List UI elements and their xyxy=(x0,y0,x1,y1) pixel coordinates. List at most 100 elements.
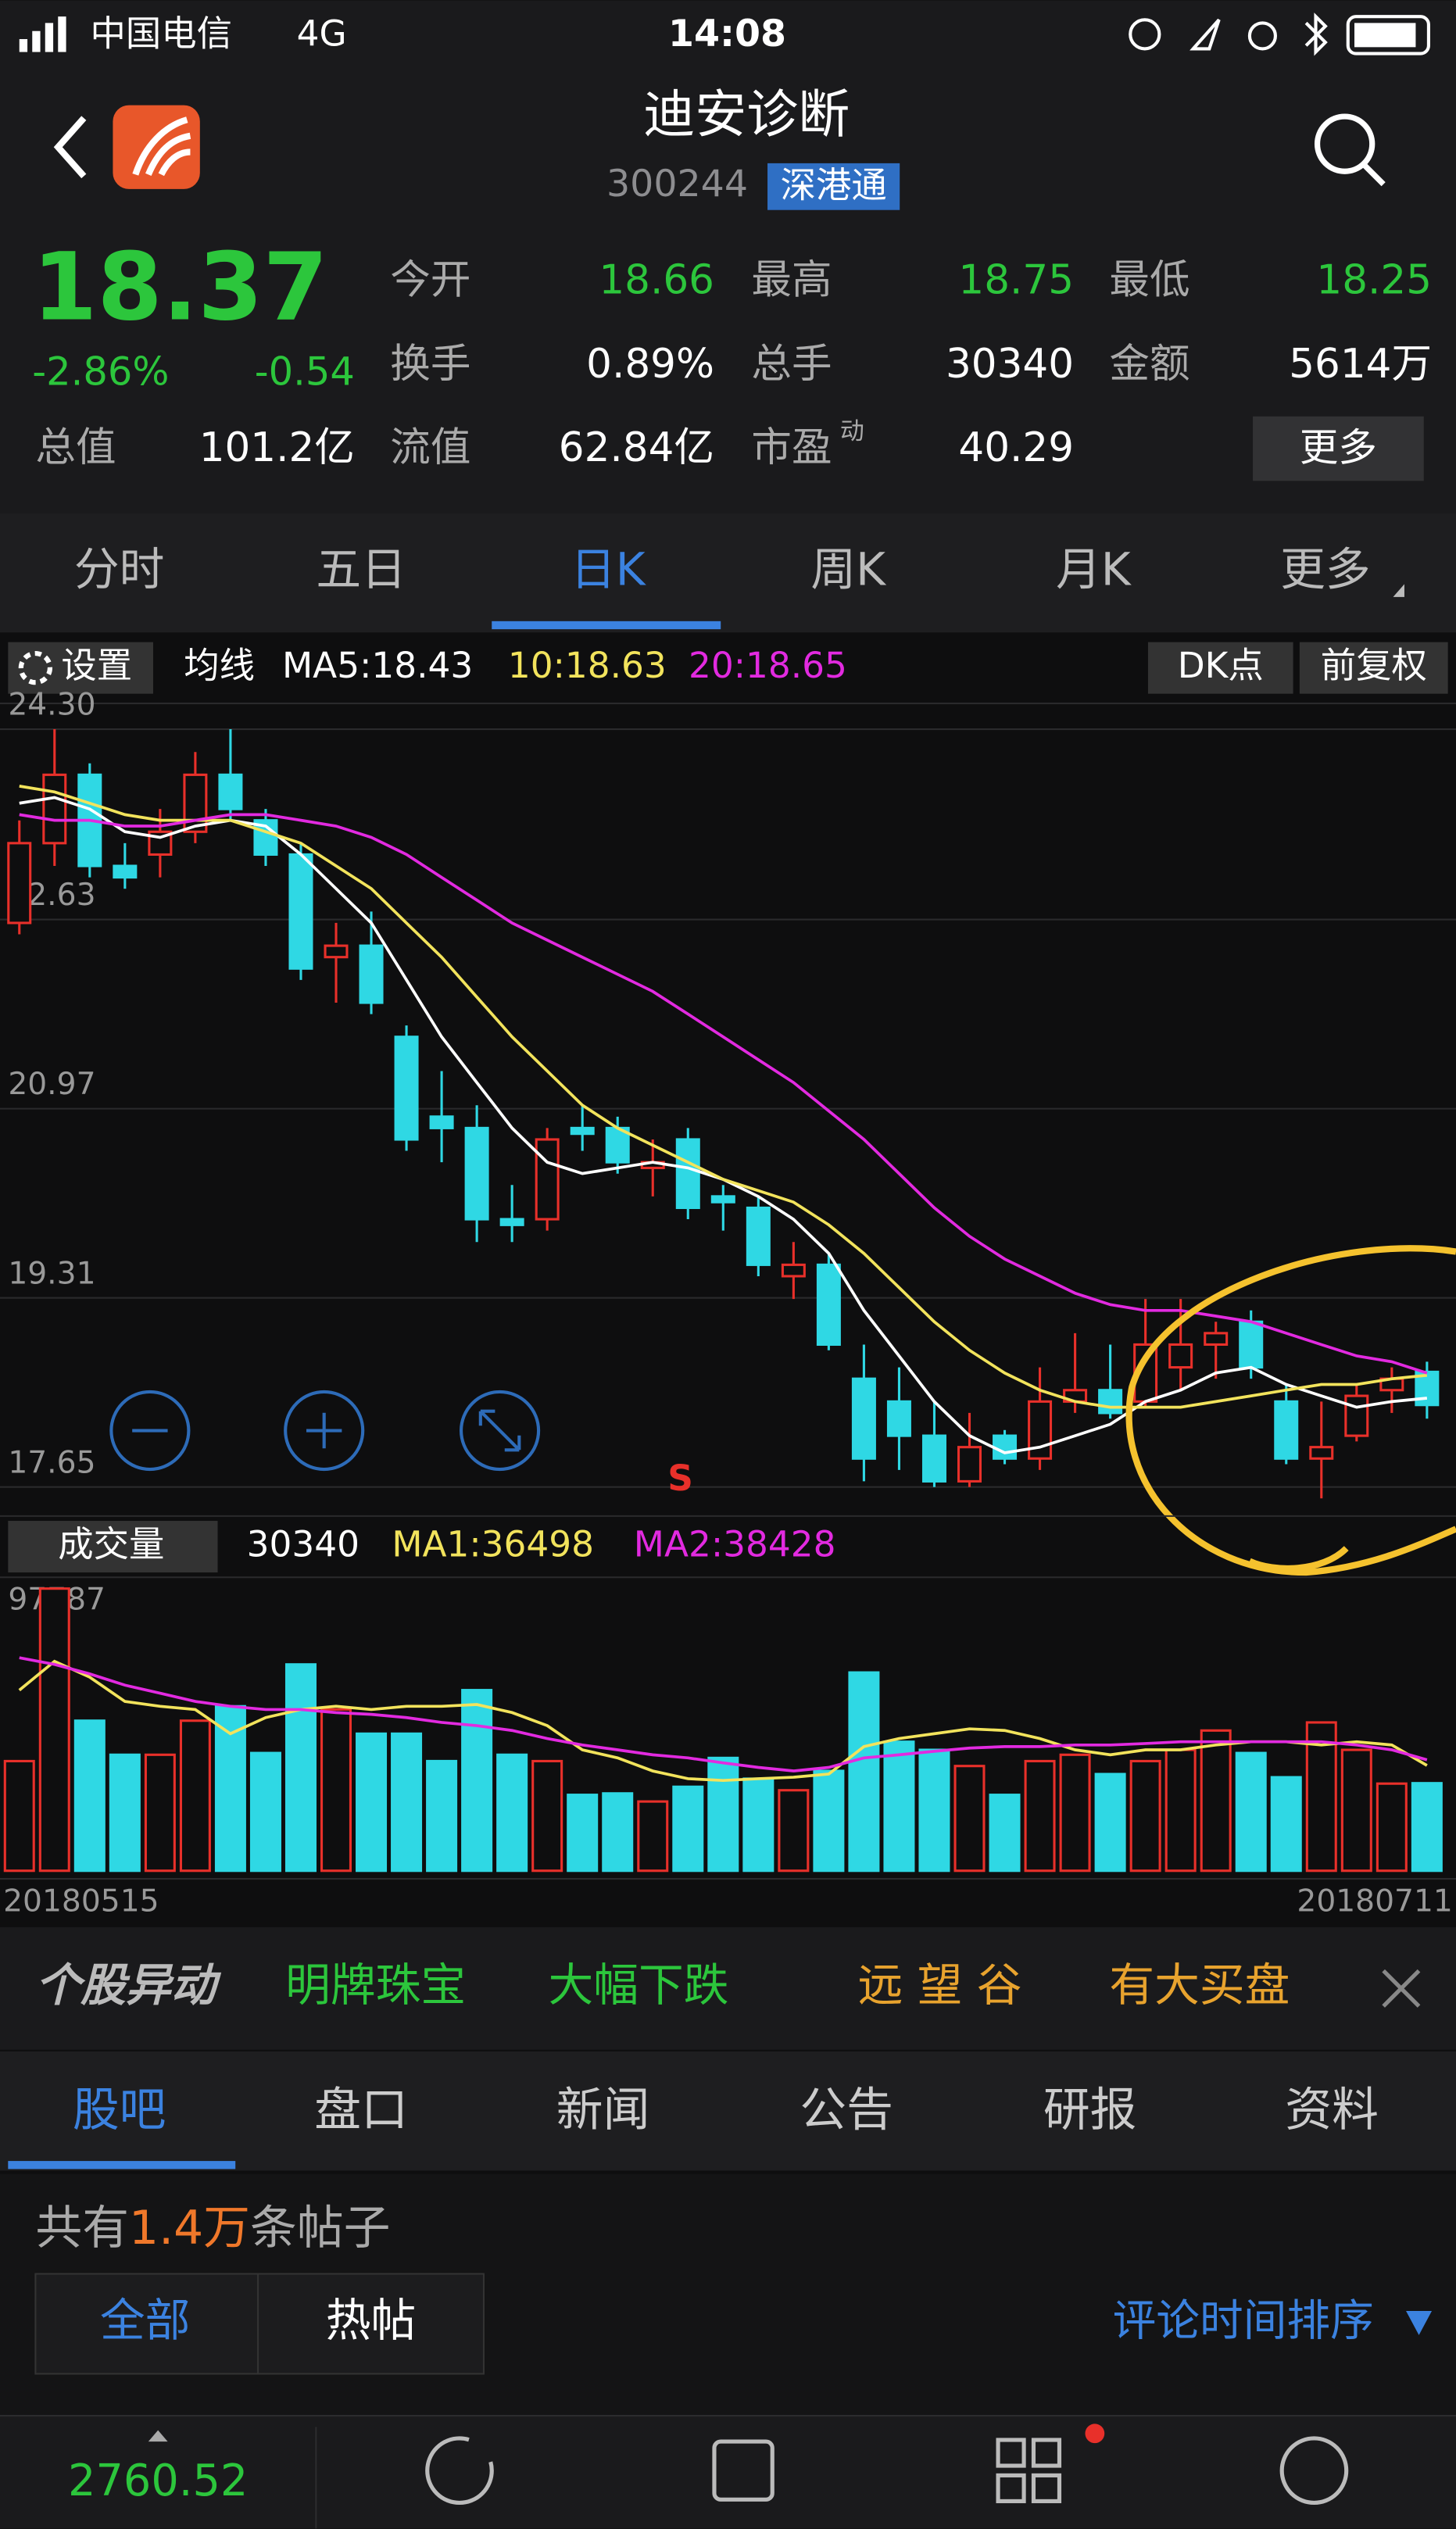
candle-body xyxy=(570,1126,595,1136)
volume-bar xyxy=(531,1759,563,1873)
content-tab[interactable]: 研报 xyxy=(1043,2083,1137,2137)
trade-icon[interactable] xyxy=(425,2436,494,2506)
volume-bar xyxy=(707,1756,739,1873)
volume-bar xyxy=(918,1748,950,1873)
ma-line xyxy=(19,785,1428,1409)
period-tab[interactable]: 周K xyxy=(810,543,887,596)
more-button[interactable] xyxy=(1253,416,1424,481)
volume-bar xyxy=(1235,1751,1267,1873)
news-item[interactable]: 明牌珠宝 xyxy=(285,1958,466,2012)
candle-body xyxy=(746,1206,771,1266)
dk-button[interactable] xyxy=(1147,642,1293,694)
candle-body xyxy=(113,864,138,879)
filter-all[interactable]: 全部 xyxy=(100,2294,190,2347)
hand-drawn-circle xyxy=(1125,1245,1456,1576)
candle-body xyxy=(535,1138,560,1221)
fullscreen[interactable] xyxy=(459,1390,541,1472)
zoom-controls xyxy=(109,1390,541,1472)
volume-bar xyxy=(1270,1776,1302,1873)
volume-bar xyxy=(426,1759,458,1873)
field-value: 0.89% xyxy=(586,341,714,388)
volume-button[interactable] xyxy=(8,1521,218,1573)
field-label: 总值 xyxy=(35,424,116,471)
zoom-out[interactable] xyxy=(109,1390,191,1472)
period-tab[interactable]: 月K xyxy=(1056,543,1132,596)
candle-body xyxy=(7,842,32,925)
field-label: 市盈 xyxy=(751,424,832,471)
volume-bar xyxy=(883,1740,915,1873)
volume-bar xyxy=(3,1759,35,1873)
volume-label[interactable]: 成交量 xyxy=(58,1524,164,1565)
period-tab[interactable]: 分时 xyxy=(74,543,164,596)
more-icon[interactable] xyxy=(996,2438,1062,2503)
status-icons xyxy=(1129,13,1430,56)
candle-body xyxy=(324,944,349,959)
volume-bar xyxy=(320,1708,352,1873)
ma20-text: 20:18.65 xyxy=(689,645,847,686)
content-tab[interactable]: 新闻 xyxy=(556,2083,650,2137)
volume-bar xyxy=(778,1789,810,1873)
news-item[interactable]: 有大买盘 xyxy=(1109,1958,1290,2012)
volume-bar xyxy=(1200,1729,1232,1873)
field-label: 总手 xyxy=(751,341,832,388)
x-tick-label: 20180515 xyxy=(3,1883,159,1919)
candle-body xyxy=(993,1434,1018,1460)
volume-bar xyxy=(461,1689,493,1873)
news-item[interactable]: 大幅下跌 xyxy=(548,1958,728,2012)
content-tab[interactable]: 公告 xyxy=(800,2083,893,2137)
search-button[interactable] xyxy=(1314,113,1386,187)
field-value: 30340 xyxy=(946,341,1074,388)
post-icon[interactable] xyxy=(712,2439,775,2502)
adjust-text[interactable]: 前复权 xyxy=(1321,645,1427,686)
volume-bar xyxy=(1305,1721,1337,1873)
volume-bar xyxy=(1024,1759,1056,1873)
period-tab[interactable]: 五日 xyxy=(316,543,406,596)
candle-body xyxy=(957,1446,982,1483)
field-value: 62.84亿 xyxy=(559,424,714,471)
vol-ma1: MA1:36498 xyxy=(392,1524,594,1565)
more-text[interactable]: 更多 xyxy=(1300,425,1377,470)
news-item[interactable]: 远 望 谷 xyxy=(858,1958,1022,2012)
network: 4G xyxy=(297,13,347,54)
filter-hot[interactable]: 热帖 xyxy=(326,2294,416,2347)
field-value: 5614万 xyxy=(1289,341,1432,388)
back-button[interactable] xyxy=(53,116,87,179)
y-tick-label: 20.97 xyxy=(8,1067,95,1102)
period-tab[interactable]: 更多 xyxy=(1280,543,1371,596)
tab-indicator xyxy=(8,2161,236,2170)
ma5-text: MA5:18.43 xyxy=(282,645,473,686)
content-tab[interactable]: 资料 xyxy=(1285,2083,1379,2137)
candle-body xyxy=(605,1126,630,1164)
last-price: 18.37 xyxy=(32,234,327,342)
adjust-button[interactable] xyxy=(1299,642,1448,694)
volume-bar xyxy=(356,1732,388,1873)
news-bar xyxy=(0,1926,1456,2050)
volume-bar xyxy=(848,1671,880,1873)
logo-mark xyxy=(132,116,191,177)
volume-bar xyxy=(284,1663,317,1873)
volume-bar xyxy=(109,1753,141,1873)
candle-body xyxy=(921,1434,946,1483)
dropdown-icon xyxy=(1393,584,1404,597)
close-button[interactable] xyxy=(1382,1969,1421,2008)
options-icon[interactable] xyxy=(1279,2436,1349,2506)
content-tab[interactable]: 股吧 xyxy=(73,2083,166,2137)
nav-icons xyxy=(425,2436,1349,2506)
content-tab-bar xyxy=(0,2051,1456,2171)
candle-body xyxy=(1309,1446,1334,1460)
sort-option[interactable]: 评论时间排序 xyxy=(1113,2296,1374,2347)
settings-button[interactable] xyxy=(8,642,153,694)
content-tab[interactable]: 盘口 xyxy=(314,2083,408,2137)
candle-body xyxy=(710,1195,735,1204)
change: -0.54 xyxy=(255,349,355,395)
zoom-in[interactable] xyxy=(284,1390,365,1472)
candle-body xyxy=(1274,1400,1299,1460)
period-tab[interactable]: 日K xyxy=(571,543,647,596)
dk-text[interactable]: DK点 xyxy=(1178,645,1264,686)
bottom-nav xyxy=(0,2416,1456,2529)
pe-superscript: 动 xyxy=(840,417,864,445)
volume-bar xyxy=(742,1777,775,1873)
period-tab-bar xyxy=(0,513,1456,633)
settings-text[interactable]: 设置 xyxy=(61,645,132,686)
